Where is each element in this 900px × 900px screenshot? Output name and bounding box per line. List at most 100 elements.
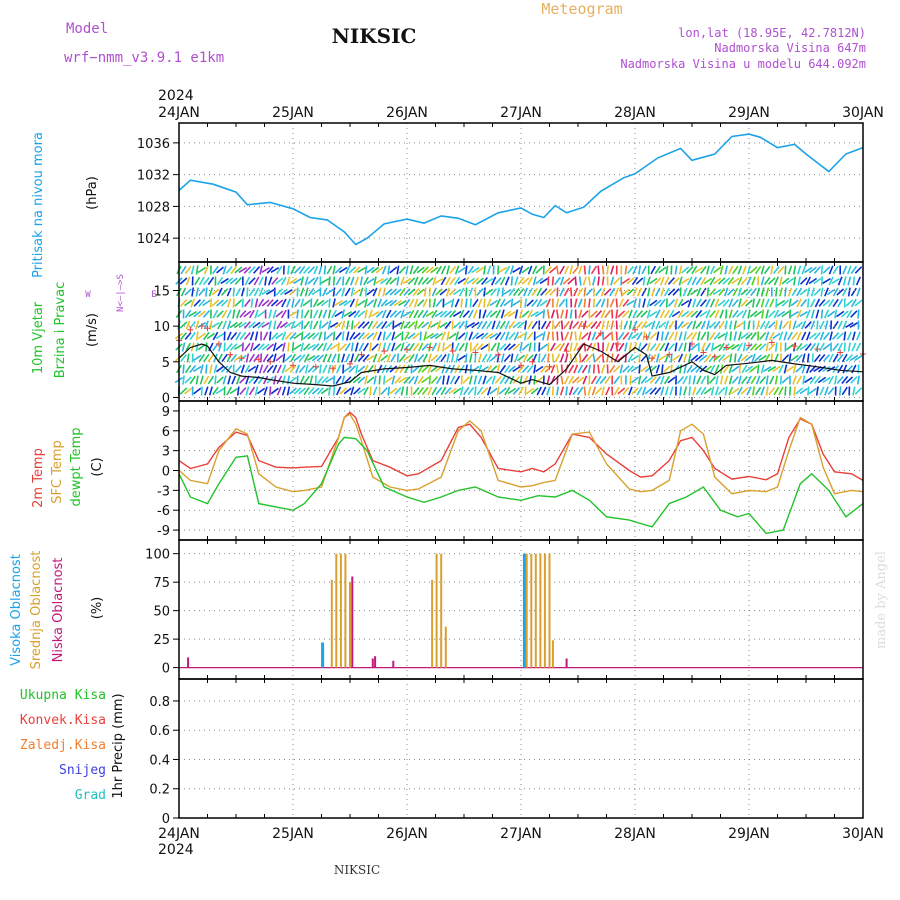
wind-arrow xyxy=(667,376,676,384)
wind-arrow xyxy=(293,354,302,362)
wind-arrow xyxy=(209,364,213,374)
wind-arrow xyxy=(471,332,479,340)
wind-arrow xyxy=(364,265,368,275)
wind-arrow xyxy=(759,320,766,330)
wind-arrow xyxy=(688,386,691,396)
wind-arrow xyxy=(742,265,747,275)
wind-arrow xyxy=(564,353,569,363)
y-tick-label: 75 xyxy=(153,576,170,591)
wind-arrow xyxy=(454,342,460,352)
wind-arrow xyxy=(421,343,429,351)
wind-arrow xyxy=(656,331,660,341)
wind-arrow xyxy=(626,300,635,306)
wind-arrow xyxy=(375,266,384,274)
wind-arrow xyxy=(654,277,662,285)
wind-arrow xyxy=(208,386,213,396)
wind-arrow xyxy=(234,266,243,274)
wind-arrow xyxy=(595,298,602,308)
wind-arrow xyxy=(735,321,745,329)
wind-arrow xyxy=(852,386,856,396)
wind-arrow xyxy=(688,375,691,385)
wind-arrow xyxy=(577,287,584,297)
wind-arrow xyxy=(581,364,588,374)
wind-arrow xyxy=(714,386,720,396)
wind-arrow xyxy=(284,365,293,373)
wind-arrow xyxy=(768,343,776,351)
precip-legend-hail: Grad xyxy=(75,788,106,803)
wind-arrow xyxy=(434,332,444,340)
wind-arrow xyxy=(559,287,565,297)
wind-arrow xyxy=(281,364,287,374)
wind-arrow xyxy=(480,332,489,340)
wind-arrow xyxy=(440,331,447,341)
wind-arrow xyxy=(852,276,856,286)
wind-arrow xyxy=(815,386,819,396)
wind-arrow xyxy=(200,386,203,396)
wind-arrow xyxy=(485,376,493,384)
wind-arrow xyxy=(683,364,687,374)
wind-arrow xyxy=(574,298,578,308)
wind-arrow xyxy=(193,387,202,395)
wind-arrow xyxy=(272,309,277,319)
wind-arrow xyxy=(664,342,670,352)
wind-arrow xyxy=(695,276,702,286)
wind-arrow xyxy=(222,375,227,385)
wind-arrow xyxy=(307,287,315,297)
wind-arrow xyxy=(303,343,311,351)
wind-arrow xyxy=(591,386,597,396)
wind-arrow xyxy=(719,309,724,319)
wind-arrow xyxy=(357,267,366,273)
wind-arrow xyxy=(366,355,375,361)
wind-arrow xyxy=(855,342,862,352)
sfc-temp-line xyxy=(178,413,864,495)
wind-arrow xyxy=(783,331,788,341)
wind-arrow xyxy=(535,376,544,384)
y-tick-label: 1028 xyxy=(137,200,170,215)
temp-ylabel-1: 2m Temp xyxy=(31,448,46,508)
wind-arrow xyxy=(737,331,742,341)
wind-arrow xyxy=(366,266,375,274)
wind-arrow xyxy=(606,298,609,308)
wind-arrow xyxy=(334,266,343,274)
precip-legend-snow: Snijeg xyxy=(59,763,106,778)
wind-arrow xyxy=(248,376,256,384)
wind-arrow xyxy=(651,320,656,330)
wind-arrow xyxy=(354,276,360,286)
wind-arrow xyxy=(519,309,523,319)
wind-arrow xyxy=(435,298,443,308)
wind-arrow xyxy=(261,322,270,328)
wind-arrow xyxy=(413,375,419,385)
wind-arrow xyxy=(823,309,830,319)
wind-arrow xyxy=(346,320,350,330)
wind-arrow xyxy=(303,353,310,363)
wind-arrow xyxy=(768,321,776,329)
wind-arrow xyxy=(724,265,728,275)
wind-arrow xyxy=(408,309,415,319)
wind-arrow xyxy=(609,287,616,297)
wind-arrow xyxy=(663,365,671,373)
wind-arrow xyxy=(781,310,790,318)
wind-arrow xyxy=(807,298,810,308)
wind-arrow xyxy=(307,332,316,340)
wind-arrow xyxy=(427,386,433,396)
wind-arrow xyxy=(609,298,615,308)
wind-arrow xyxy=(796,309,802,319)
wind-arrow xyxy=(428,375,431,385)
wind-arrow xyxy=(182,364,185,374)
time-label-bottom: 26JAN xyxy=(386,826,428,842)
wind-arrow xyxy=(678,265,683,275)
wind-arrow xyxy=(483,298,486,308)
wind-arrow xyxy=(769,375,775,385)
wind-arrow xyxy=(499,331,506,341)
wind-arrow xyxy=(316,299,325,307)
wind-arrow xyxy=(407,288,416,296)
time-label-bottom: 29JAN xyxy=(728,826,770,842)
wind-arrow xyxy=(517,277,525,285)
wind-arrow xyxy=(765,386,769,396)
wind-arrow xyxy=(746,265,752,275)
wind-arrow xyxy=(637,375,642,385)
y-tick-label: 1032 xyxy=(137,169,170,184)
wind-arrow xyxy=(273,320,277,330)
wind-arrow xyxy=(722,364,730,374)
wind-arrow xyxy=(335,332,343,340)
